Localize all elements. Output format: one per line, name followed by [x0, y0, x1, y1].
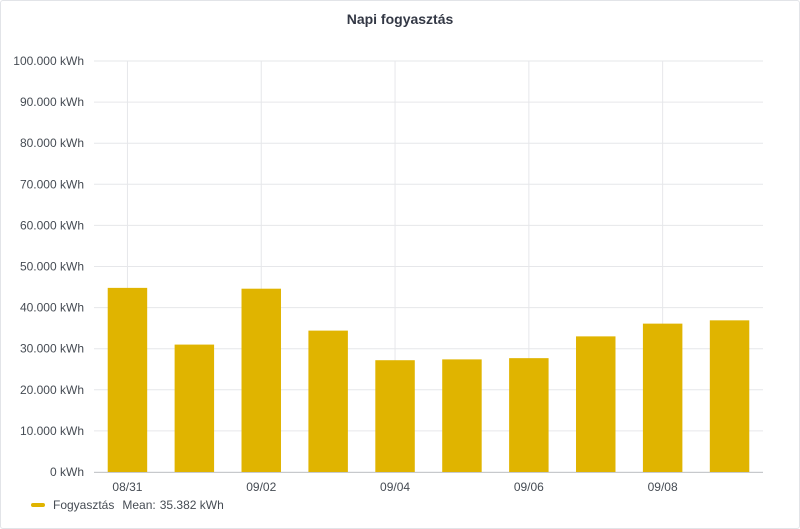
- y-tick-label: 60.000 kWh: [20, 218, 84, 232]
- bar-09-06[interactable]: [509, 358, 549, 472]
- y-tick-label: 50.000 kWh: [20, 260, 84, 274]
- x-axis: 08/31 09/02 09/04 09/06 09/08: [94, 472, 763, 491]
- bar-chart: 0 kWh 10.000 kWh 20.000 kWh 30.000 kWh 40.00…: [13, 54, 763, 491]
- y-tick-label: 20.000 kWh: [20, 383, 84, 397]
- legend-series-name[interactable]: Fogyasztás: [53, 498, 115, 512]
- y-tick-label: 100.000 kWh: [13, 54, 84, 68]
- y-tick-label: 90.000 kWh: [20, 95, 84, 109]
- y-tick-label: 0 kWh: [50, 465, 84, 479]
- bar-09-08[interactable]: [642, 323, 683, 472]
- legend-mean-label: Mean:: [122, 498, 156, 512]
- y-tick-label: 10.000 kWh: [20, 424, 84, 438]
- bar-series: [107, 287, 750, 472]
- bar-09-01[interactable]: [174, 344, 215, 472]
- legend-mean-value: 35.382 kWh: [159, 498, 224, 512]
- bar-09-07[interactable]: [576, 336, 616, 472]
- y-axis: 0 kWh 10.000 kWh 20.000 kWh 30.000 kWh 40.00…: [13, 54, 84, 479]
- bar-09-05[interactable]: [442, 359, 482, 472]
- x-tick-label: 09/04: [380, 480, 410, 491]
- y-tick-label: 30.000 kWh: [20, 342, 84, 356]
- legend-swatch[interactable]: [31, 503, 45, 507]
- y-tick-label: 80.000 kWh: [20, 136, 84, 150]
- y-tick-label: 70.000 kWh: [20, 177, 84, 191]
- bar-09-09[interactable]: [709, 320, 750, 472]
- y-tick-label: 40.000 kWh: [20, 301, 84, 315]
- x-tick-label: 09/08: [648, 480, 678, 491]
- x-tick-label: 09/06: [514, 480, 544, 491]
- bar-09-03[interactable]: [308, 330, 348, 472]
- panel-title[interactable]: Napi fogyasztás: [346, 11, 454, 27]
- bar-09-04[interactable]: [375, 360, 415, 472]
- bar-08-31[interactable]: [107, 287, 148, 472]
- legend[interactable]: Fogyasztás Mean: 35.382 kWh: [31, 498, 224, 512]
- x-tick-label: 09/02: [246, 480, 276, 491]
- x-tick-label: 08/31: [112, 480, 142, 491]
- bar-09-02[interactable]: [241, 288, 281, 472]
